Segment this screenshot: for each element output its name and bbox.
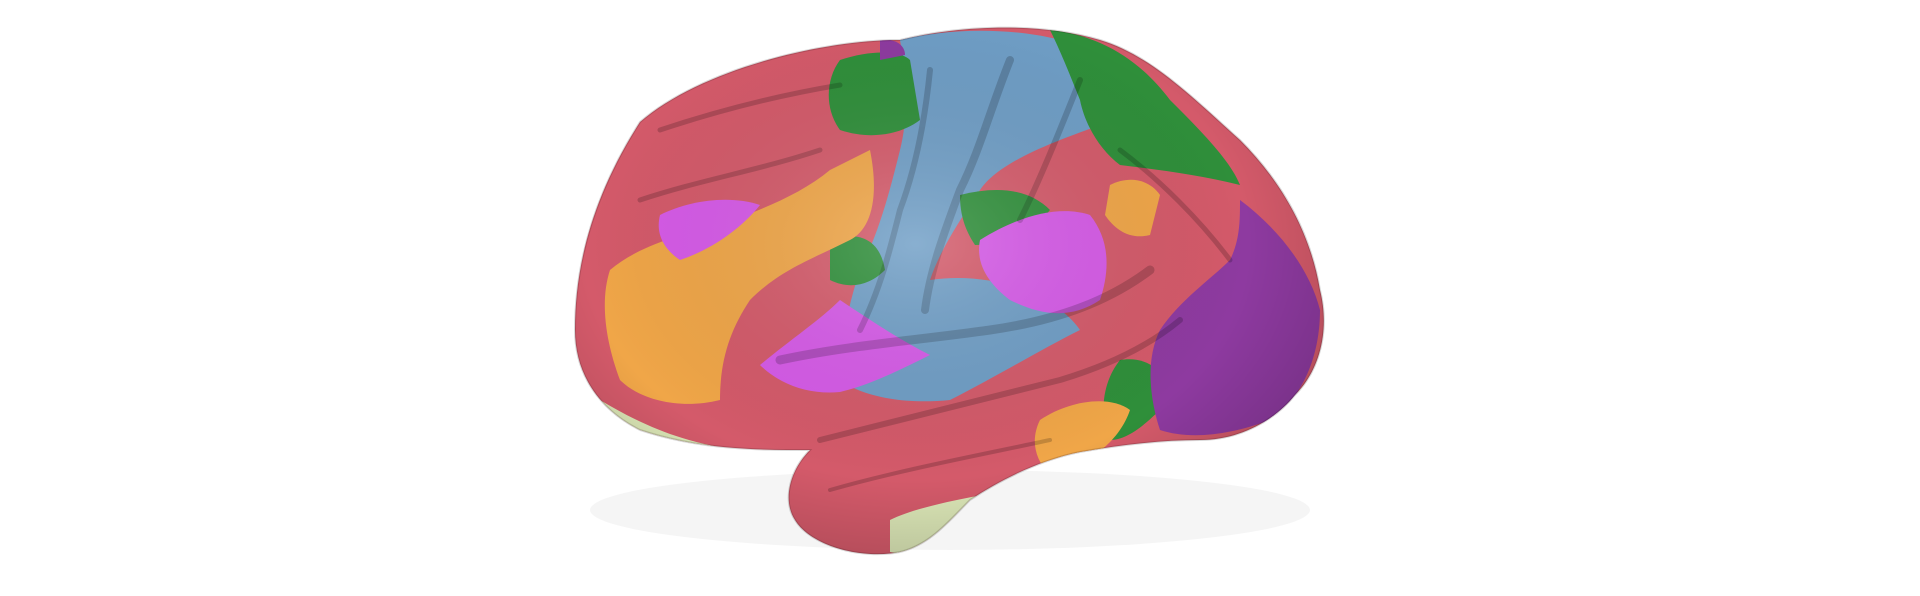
brain-outline bbox=[573, 26, 1325, 556]
